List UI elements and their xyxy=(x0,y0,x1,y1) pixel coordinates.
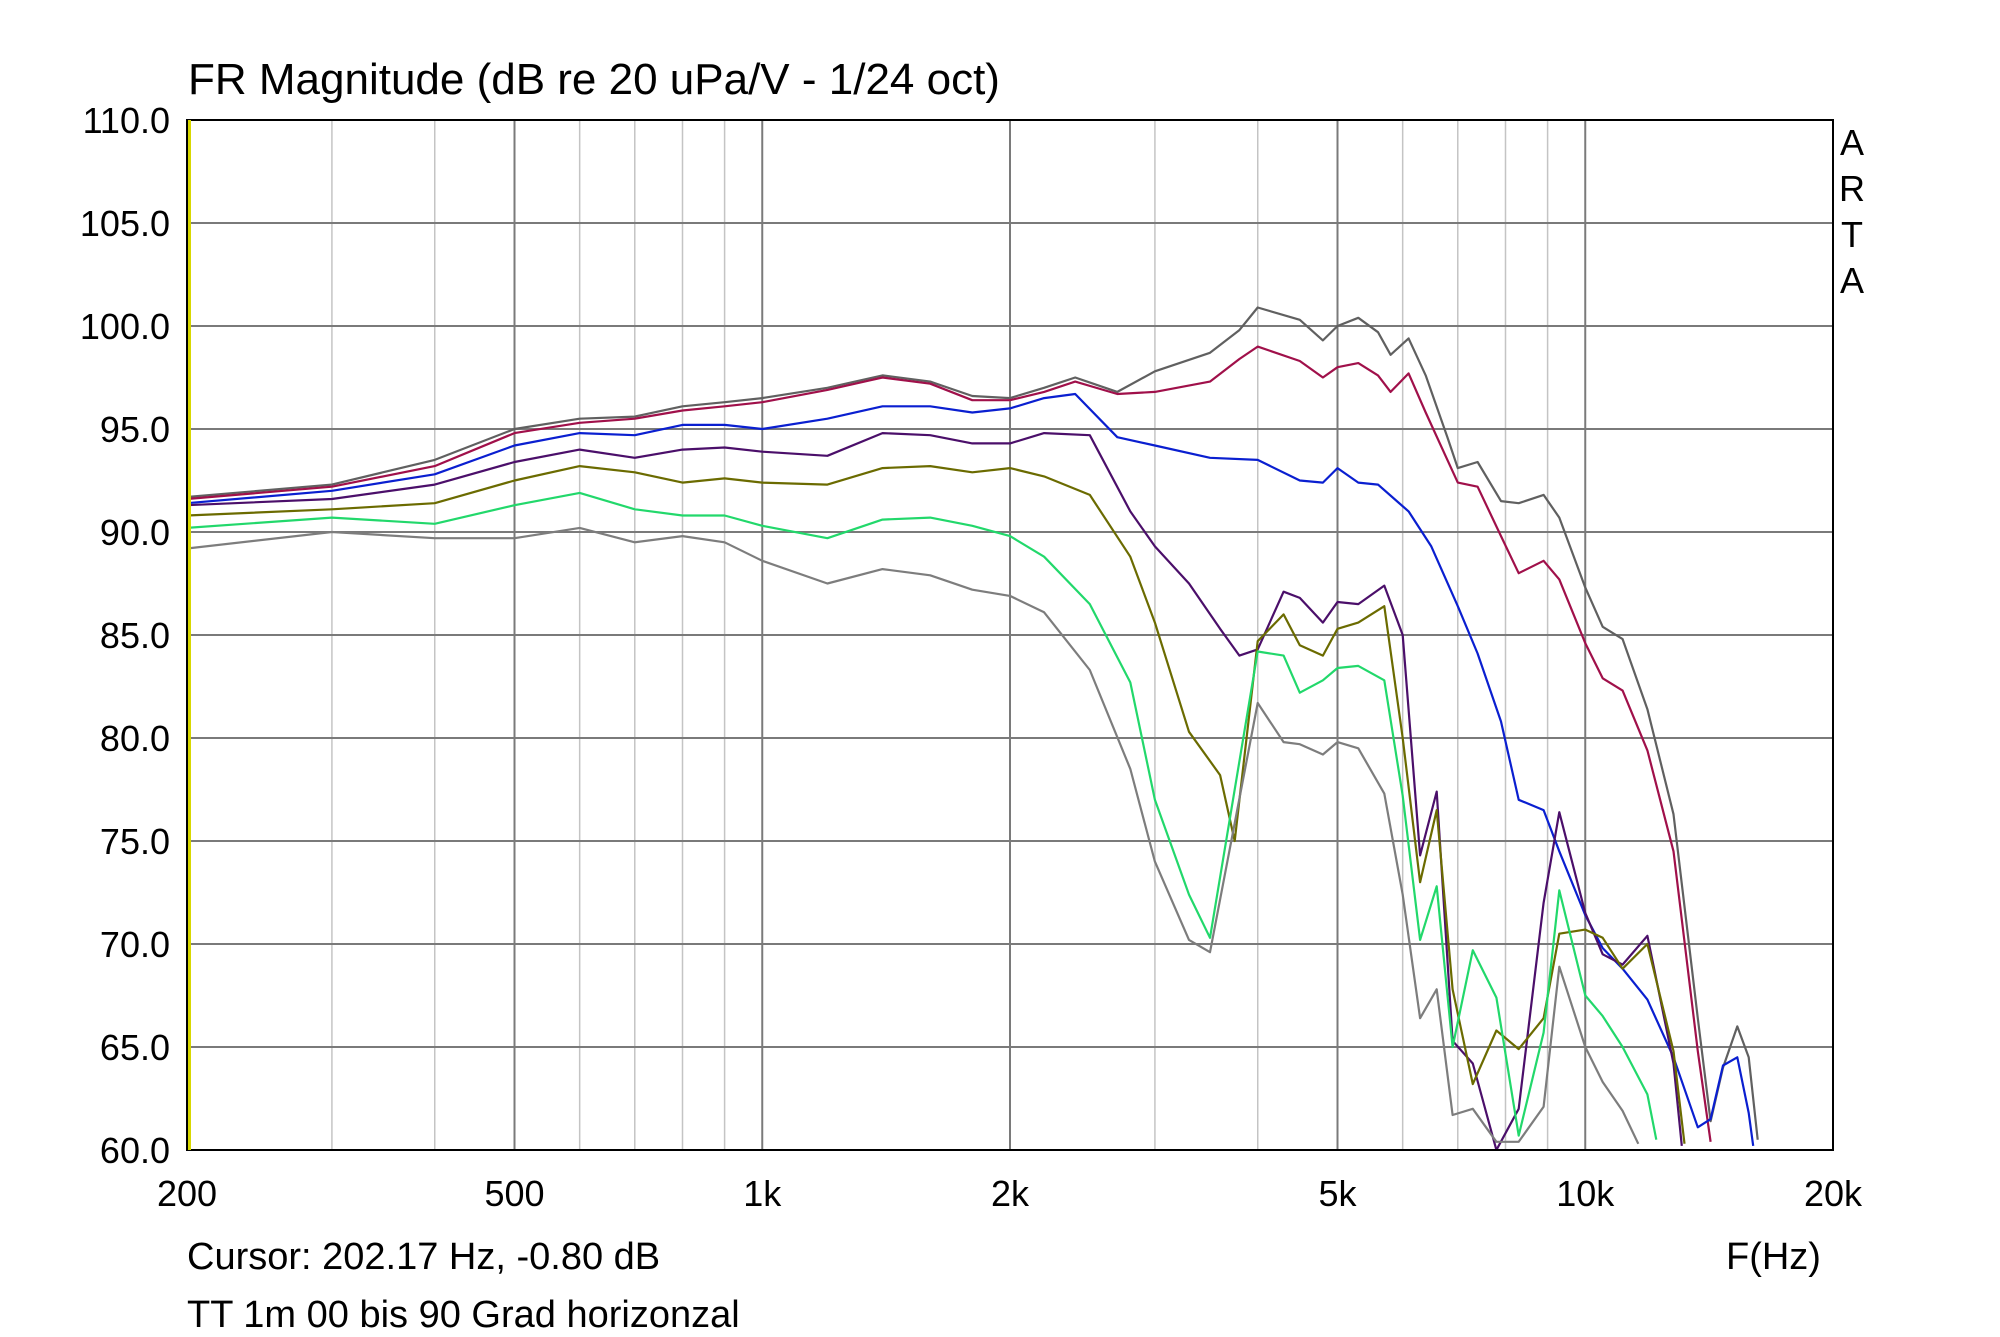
y-tick-label: 90.0 xyxy=(100,512,170,553)
series-line xyxy=(187,526,1640,1145)
x-tick-label: 500 xyxy=(484,1173,544,1214)
brand-letter: T xyxy=(1841,214,1863,255)
x-tick-label: 2k xyxy=(991,1173,1030,1214)
y-tick-label: 110.0 xyxy=(83,100,170,141)
series-line xyxy=(187,345,1712,1142)
caption: TT 1m 00 bis 90 Grad horizonzal xyxy=(187,1294,740,1336)
x-tick-label: 10k xyxy=(1556,1173,1615,1214)
y-tick-label: 65.0 xyxy=(100,1027,170,1068)
chart-title: FR Magnitude (dB re 20 uPa/V - 1/24 oct) xyxy=(188,55,1000,104)
series-line xyxy=(187,306,1759,1140)
y-tick-label: 95.0 xyxy=(100,409,170,450)
series-line xyxy=(187,392,1755,1147)
y-tick-label: 100.0 xyxy=(80,306,170,347)
y-tick-label: 60.0 xyxy=(100,1130,170,1171)
x-tick-label: 20k xyxy=(1804,1173,1863,1214)
y-tick-label: 70.0 xyxy=(100,924,170,965)
y-tick-label: 85.0 xyxy=(100,615,170,656)
y-tick-label: 75.0 xyxy=(100,821,170,862)
brand-letter: A xyxy=(1840,122,1864,163)
x-axis-label: F(Hz) xyxy=(1726,1236,1821,1278)
x-tick-label: 200 xyxy=(157,1173,217,1214)
y-tick-label: 105.0 xyxy=(80,203,170,244)
y-axis-ticks: 60.0 65.0 70.0 75.0 80.0 85.0 90.0 95.0 100.0 105… xyxy=(80,100,170,1171)
series-lines xyxy=(187,306,1759,1150)
brand-letter: R xyxy=(1839,168,1865,209)
series-line xyxy=(187,491,1658,1140)
x-tick-label: 1k xyxy=(743,1173,782,1214)
series-line xyxy=(187,465,1686,1144)
cursor-readout: Cursor: 202.17 Hz, -0.80 dB xyxy=(187,1236,661,1278)
x-axis-ticks: 200 500 1k 2k 5k 10k 20k xyxy=(157,1173,1863,1214)
brand-letter: A xyxy=(1840,260,1864,301)
x-tick-label: 5k xyxy=(1318,1173,1357,1214)
y-tick-label: 80.0 xyxy=(100,718,170,759)
plot-frame xyxy=(186,119,1834,1151)
